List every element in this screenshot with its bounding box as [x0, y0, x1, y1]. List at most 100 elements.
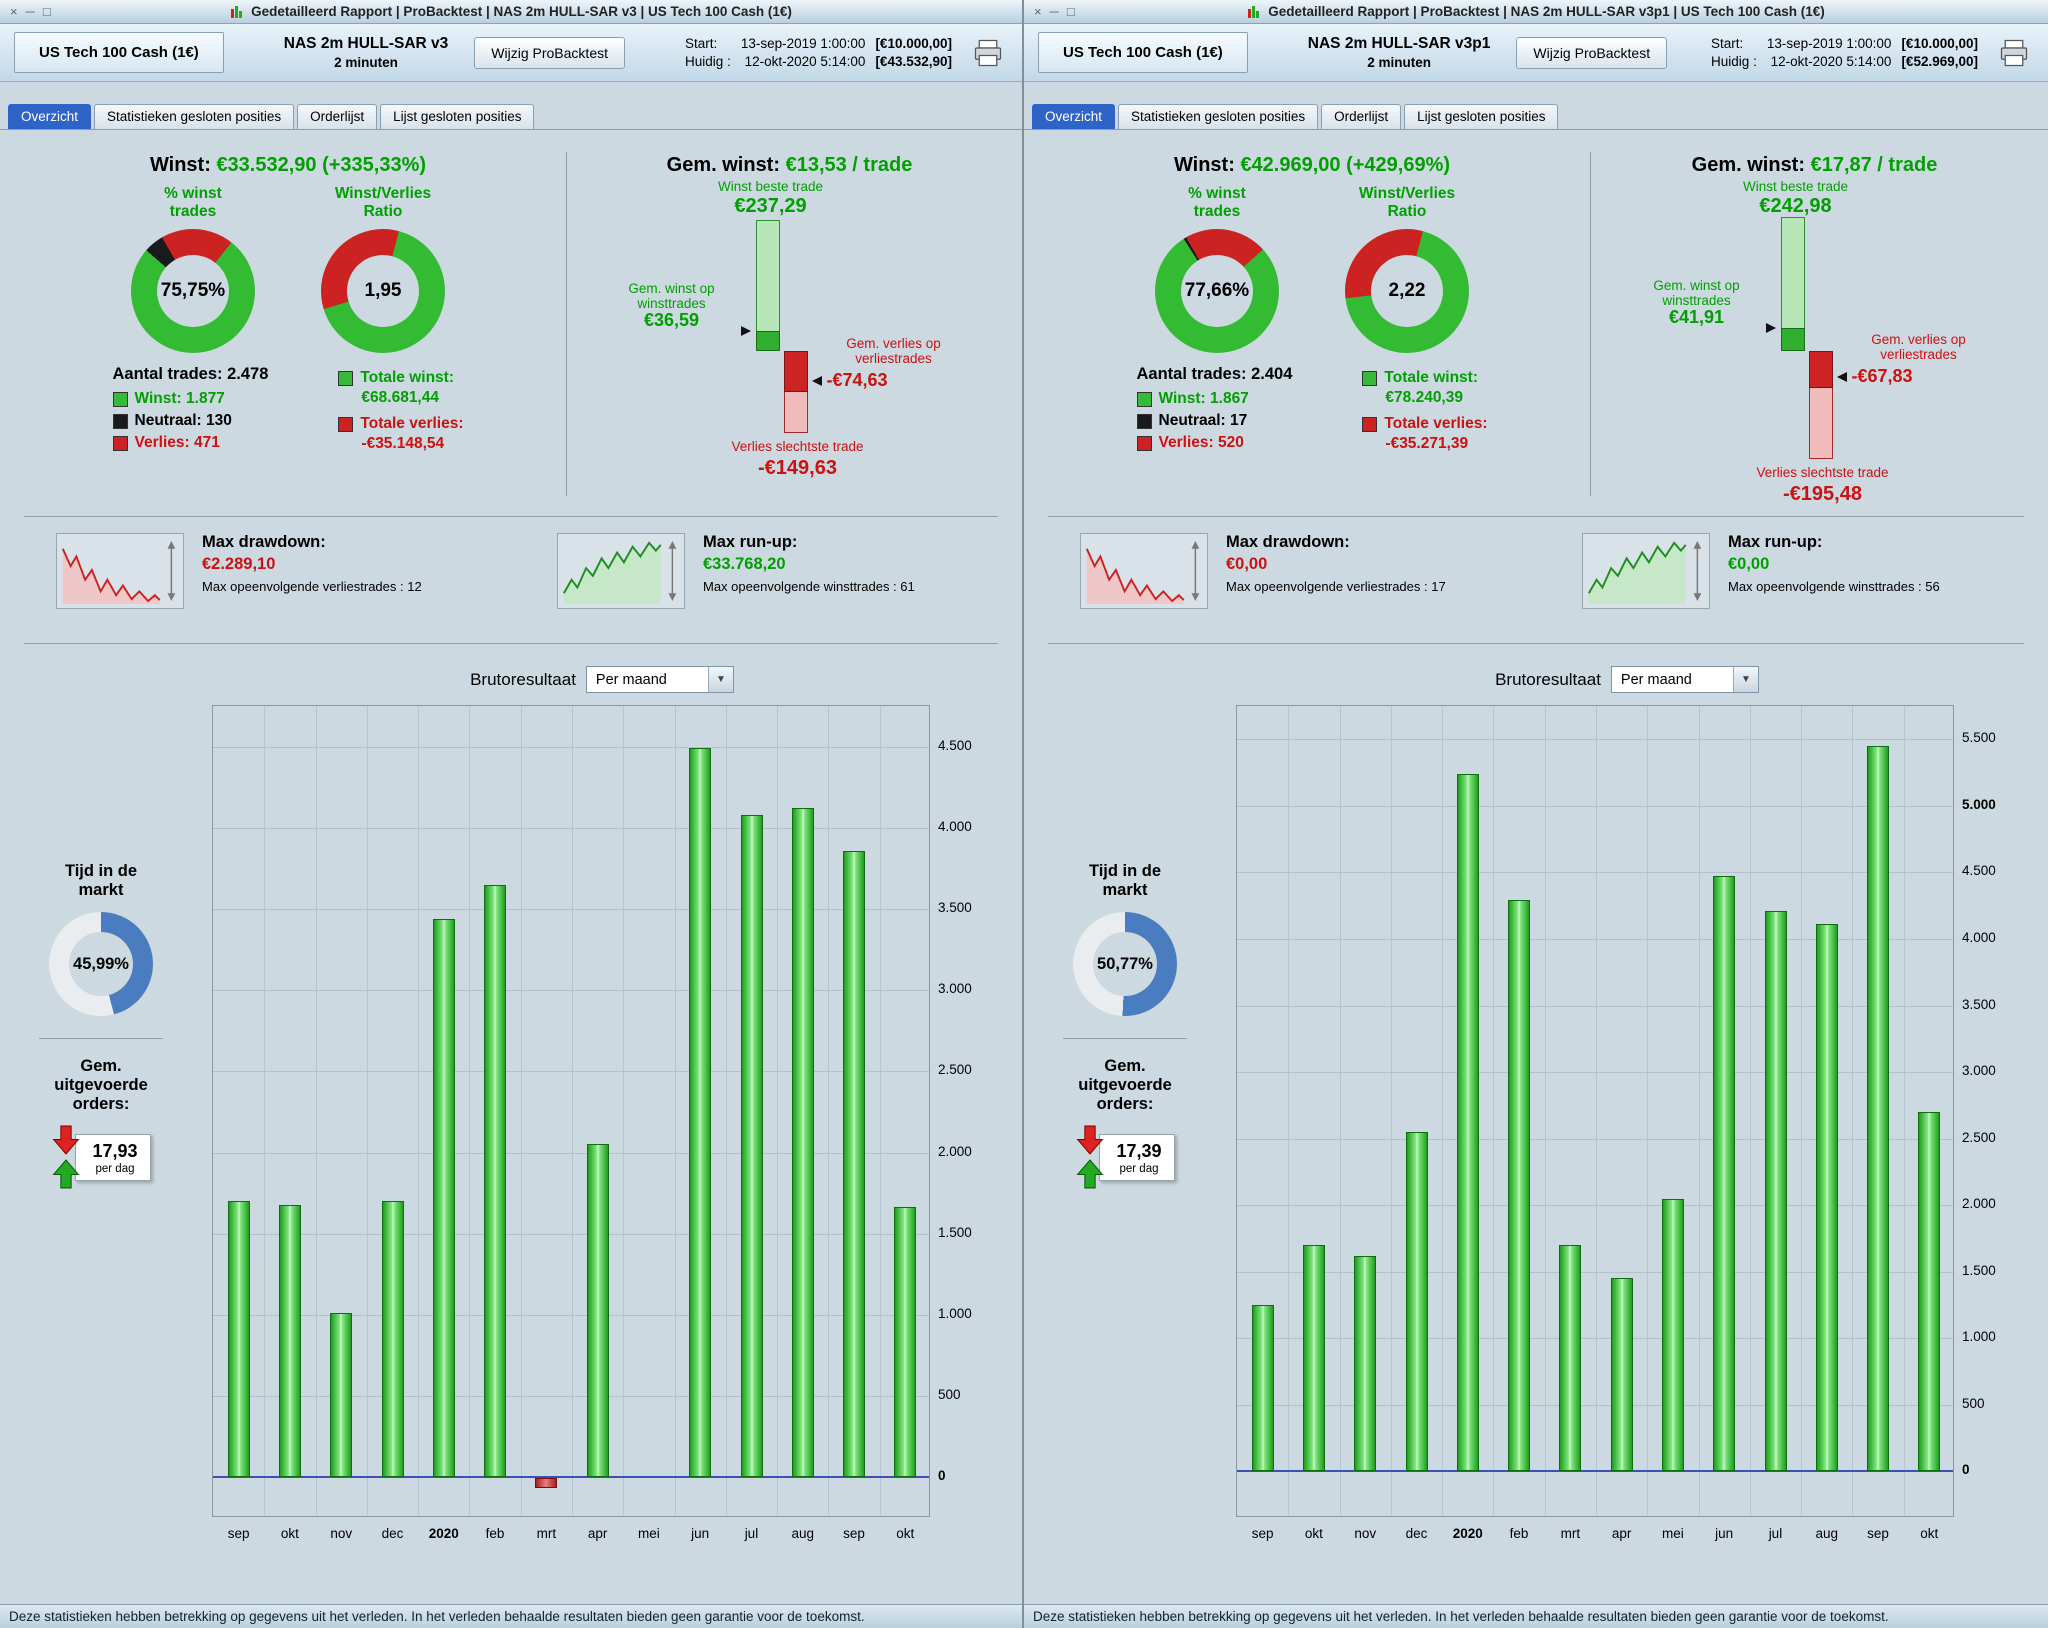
strategy-timeframe: 2 minuten	[334, 55, 398, 70]
avg-loss-value-row: -€74,63	[811, 370, 888, 391]
window-title: Gedetailleerd Rapport | ProBacktest | NA…	[251, 4, 792, 19]
win-stats-column: Winst: €42.969,00 (+429,69%) % winst tra…	[1034, 138, 1590, 510]
avg-orders-unit: per dag	[95, 1162, 135, 1175]
gridline	[213, 1315, 929, 1316]
y-tick-label: 2.000	[1962, 1196, 1996, 1212]
tab-orderlijst[interactable]: Orderlijst	[1321, 104, 1402, 129]
profit-label: Winst:	[149, 154, 211, 176]
edit-probacktest-button[interactable]: Wijzig ProBacktest	[1516, 36, 1668, 69]
bar-feb	[484, 884, 507, 1478]
chart-sidebar: Tijd in de markt 50,77% Gem. uitgevoerde…	[1034, 654, 1216, 1604]
buy-sell-arrows-icon	[52, 1125, 80, 1189]
drawdown-sparkline-icon	[1080, 533, 1208, 609]
max-runup-value: €33.768,20	[703, 555, 786, 573]
tab-orderlijst[interactable]: Orderlijst	[297, 104, 378, 129]
period-select[interactable]: Per maand ▼	[1610, 666, 1759, 693]
x-tick-label: mrt	[1560, 1526, 1581, 1541]
max-drawdown-value: €0,00	[1226, 555, 1268, 573]
arrow-right-icon	[1765, 322, 1776, 333]
window-controls: × ─ □	[1024, 3, 1104, 19]
zero-line	[1237, 1470, 1953, 1473]
tab-overzicht[interactable]: Overzicht	[8, 104, 92, 129]
bar-apr	[586, 1144, 609, 1478]
totals-block: Totale winst: €78.240,39 Totale verlies:…	[1362, 365, 1488, 461]
x-tick-label: jul	[1768, 1526, 1783, 1541]
print-button[interactable]	[968, 35, 1008, 71]
vertical-gridline	[777, 706, 779, 1516]
minimize-button[interactable]: ─	[1049, 3, 1059, 19]
edit-probacktest-button[interactable]: Wijzig ProBacktest	[474, 36, 625, 69]
current-label: Huidig :	[1711, 54, 1757, 69]
time-in-market-value: 45,99%	[73, 954, 129, 973]
close-button[interactable]: ×	[10, 3, 18, 19]
current-label: Huidig :	[685, 54, 731, 69]
gridline	[1237, 1072, 1953, 1074]
loss-legend-label: Verlies: 520	[1158, 434, 1244, 451]
period-select-value: Per maand	[1620, 671, 1692, 688]
tab-overzicht[interactable]: Overzicht	[1032, 104, 1116, 129]
x-axis: sep okt nov dec 2020 feb mrt apr mei jun jul aug sep…	[1237, 1526, 2038, 1541]
start-datetime: 13-sep-2019 1:00:00	[740, 36, 866, 51]
maximize-button[interactable]: □	[42, 3, 51, 19]
avg-win-value: €36,59	[643, 309, 700, 330]
trade-extremes-diagram: Winst beste trade €242,98 Gem. winst op …	[1629, 179, 2001, 510]
avg-win-bar	[755, 330, 780, 351]
titlebar: × ─ □ Gedetailleerd Rapport | ProBacktes…	[0, 0, 1022, 24]
bar-okt	[1302, 1245, 1325, 1472]
bar-okt	[278, 1204, 301, 1478]
total-win-value: €78.240,39	[1385, 389, 1463, 406]
tab-statistieken-gesloten-posities[interactable]: Statistieken gesloten posities	[1118, 104, 1319, 129]
avg-win-label: Gem. winst op winsttrades	[1653, 277, 1740, 308]
worst-trade-label: Verlies slechtste trade	[731, 439, 864, 455]
print-button[interactable]	[1994, 35, 2034, 71]
bar-mrt	[1559, 1245, 1582, 1472]
winrate-title: % winst trades	[164, 185, 222, 220]
gridline	[1237, 805, 1953, 807]
vertical-gridline	[1288, 706, 1290, 1516]
buy-sell-arrows-icon	[1076, 1125, 1104, 1189]
max-runup-block: Max run-up: €0,00 Max opeenvolgende wins…	[1536, 533, 2038, 637]
neutral-legend-swatch	[112, 413, 128, 429]
period-select[interactable]: Per maand ▼	[585, 666, 734, 693]
bar-jun	[1713, 876, 1736, 1472]
avg-profit-label: Gem. winst:	[1691, 154, 1806, 176]
gross-result-plot	[1236, 705, 1954, 1517]
neutral-legend-swatch	[1136, 413, 1152, 429]
date-summary: Start: 13-sep-2019 1:00:00 [€10.000,00] …	[1711, 36, 1978, 69]
tab-lijst-gesloten-posities[interactable]: Lijst gesloten posities	[1404, 104, 1559, 129]
report-header: US Tech 100 Cash (1€) NAS 2m HULL-SAR v3…	[1024, 24, 2048, 82]
total-win-swatch	[1362, 370, 1378, 386]
tab-bar: Overzicht Statistieken gesloten posities…	[1024, 104, 2048, 129]
runup-sparkline-icon	[557, 533, 685, 609]
close-button[interactable]: ×	[1034, 3, 1042, 19]
arrow-left-icon	[1836, 371, 1847, 382]
total-loss-label: Totale verlies:	[360, 415, 464, 432]
x-tick-label: jul	[744, 1526, 759, 1541]
printer-icon	[2000, 39, 2028, 66]
trade-count-block: Aantal trades: 2.404 Winst: 1.867 Neutra…	[1136, 365, 1292, 461]
minimize-button[interactable]: ─	[25, 3, 35, 19]
gridline	[213, 990, 929, 992]
winloss-ratio-value: 1,95	[364, 280, 402, 301]
tab-lijst-gesloten-posities[interactable]: Lijst gesloten posities	[380, 104, 535, 129]
tab-statistieken-gesloten-posities[interactable]: Statistieken gesloten posities	[94, 104, 295, 129]
x-tick-label: aug	[1815, 1526, 1838, 1541]
start-label: Start:	[685, 36, 718, 51]
vertical-gridline	[1852, 706, 1854, 1516]
vertical-gridline	[1390, 706, 1392, 1516]
max-drawdown-value: €2.289,10	[202, 555, 276, 573]
avg-orders-title: Gem. uitgevoerde orders:	[54, 1057, 148, 1113]
chevron-down-icon: ▼	[707, 667, 733, 692]
x-tick-label: feb	[485, 1526, 505, 1541]
neutral-legend-label: Neutraal: 17	[1158, 412, 1248, 429]
y-tick-label: 5.000	[1962, 796, 1996, 812]
max-consecutive-wins: Max opeenvolgende winsttrades : 56	[1728, 579, 1940, 594]
total-loss-swatch	[1362, 416, 1378, 432]
divider	[1048, 643, 2024, 644]
winloss-ratio-donut: 1,95	[321, 229, 445, 353]
x-tick-label: jun	[1715, 1526, 1734, 1541]
bar-jul	[1764, 910, 1787, 1472]
maximize-button[interactable]: □	[1066, 3, 1075, 19]
bar-2020	[1456, 773, 1479, 1472]
